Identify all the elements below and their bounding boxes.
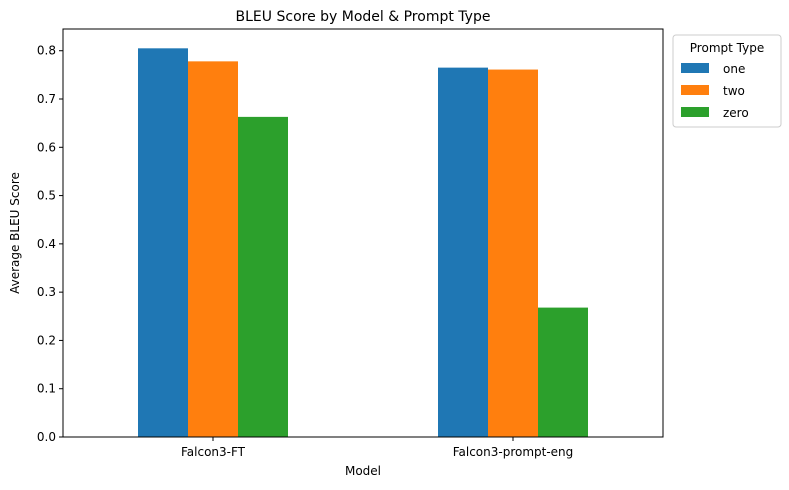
x-tick-label: Falcon3-FT bbox=[181, 445, 246, 459]
y-tick-label: 0.6 bbox=[37, 140, 56, 154]
plot-frame bbox=[62, 28, 664, 438]
bar-one-2 bbox=[438, 67, 488, 437]
legend: Prompt Type one two zero bbox=[672, 34, 782, 128]
y-tick-label: 0.5 bbox=[37, 189, 56, 203]
chart-title: BLEU Score by Model & Prompt Type bbox=[236, 9, 491, 25]
x-tick-label: Falcon3-prompt-eng bbox=[453, 445, 574, 459]
x-axis-ticks: Falcon3-FT Falcon3-prompt-eng bbox=[181, 437, 573, 459]
y-tick-label: 0.3 bbox=[37, 285, 56, 299]
y-tick-label: 0.4 bbox=[37, 237, 56, 251]
y-axis-label: Average BLEU Score bbox=[8, 172, 22, 294]
bar-zero-2 bbox=[538, 307, 588, 437]
y-tick-label: 0.1 bbox=[37, 382, 56, 396]
legend-title: Prompt Type bbox=[690, 41, 764, 55]
bar-one-1 bbox=[138, 48, 188, 438]
legend-items: one two zero bbox=[681, 62, 749, 120]
legend-swatch-one bbox=[681, 63, 709, 73]
legend-label-zero: zero bbox=[723, 106, 749, 120]
x-axis-label: Model bbox=[345, 464, 381, 478]
legend-swatch-zero bbox=[681, 107, 709, 117]
legend-swatch-two bbox=[681, 85, 709, 95]
legend-label-two: two bbox=[723, 84, 745, 98]
bar-two-1 bbox=[188, 61, 238, 438]
legend-box bbox=[672, 34, 782, 128]
y-tick-label: 0.8 bbox=[37, 44, 56, 58]
y-tick-label: 0.7 bbox=[37, 92, 56, 106]
y-tick-label: 0.0 bbox=[37, 430, 56, 444]
y-tick-label: 0.2 bbox=[37, 333, 56, 347]
bar-zero-1 bbox=[238, 116, 288, 437]
legend-label-one: one bbox=[723, 62, 745, 76]
y-axis-ticks: 0.0 0.1 0.2 0.3 0.4 0.5 0.6 0.7 0.8 bbox=[37, 44, 63, 444]
bar-two-2 bbox=[488, 69, 538, 437]
bars-group bbox=[138, 48, 588, 438]
